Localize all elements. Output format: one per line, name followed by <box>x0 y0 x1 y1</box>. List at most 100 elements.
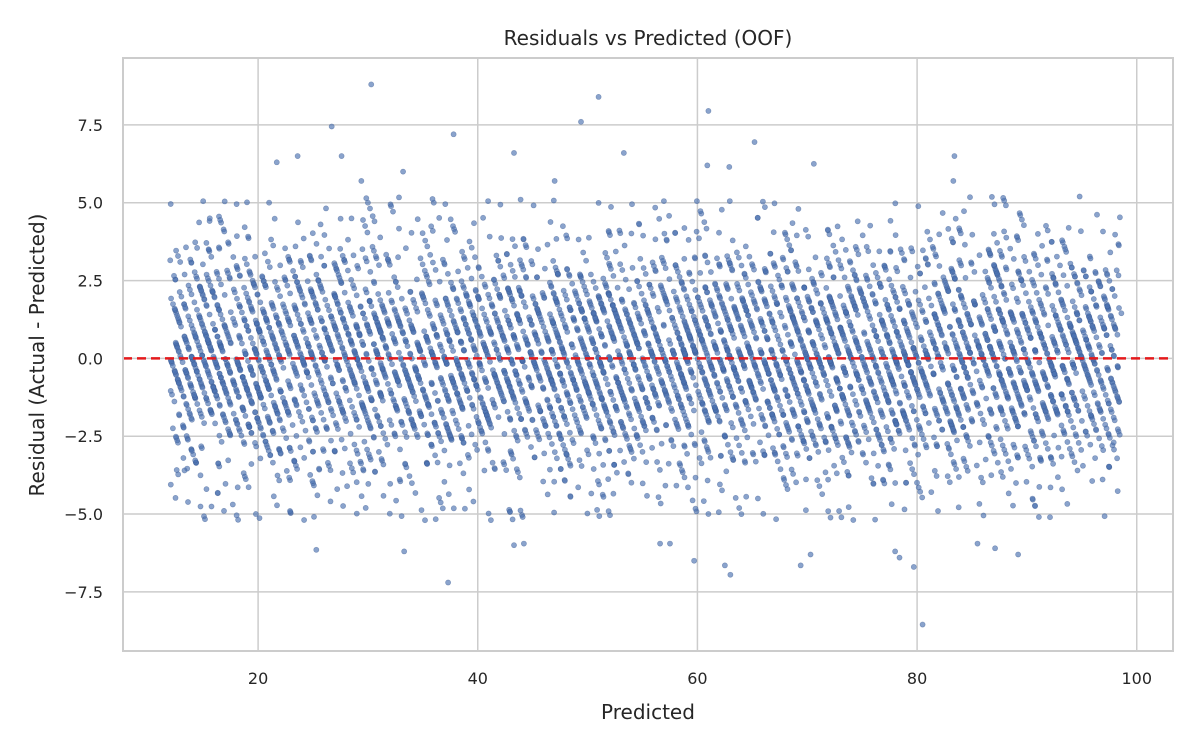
scatter-point <box>861 422 867 429</box>
scatter-point <box>235 516 241 523</box>
scatter-point <box>1007 245 1014 252</box>
scatter-point <box>608 265 614 272</box>
scatter-point <box>221 291 228 298</box>
scatter-point <box>738 449 745 456</box>
scatter-point <box>211 326 218 333</box>
scatter-point <box>372 315 379 322</box>
scatter-point <box>892 480 899 486</box>
scatter-point <box>1107 249 1114 256</box>
scatter-point <box>627 321 634 328</box>
scatter-point <box>363 414 370 420</box>
scatter-point <box>266 264 273 270</box>
scatter-point <box>792 382 798 389</box>
scatter-point <box>177 259 184 265</box>
scatter-point <box>749 323 755 329</box>
scatter-point <box>480 214 486 221</box>
scatter-point <box>636 408 643 415</box>
scatter-point <box>588 271 594 278</box>
scatter-point <box>548 346 555 353</box>
scatter-point <box>622 276 629 283</box>
scatter-point <box>382 435 389 442</box>
scatter-point <box>814 477 821 484</box>
scatter-point <box>926 295 932 302</box>
scatter-point <box>501 430 508 437</box>
scatter-point <box>313 332 319 339</box>
scatter-point <box>1071 395 1077 402</box>
scatter-point <box>795 299 802 306</box>
scatter-point <box>824 382 831 389</box>
scatter-point <box>293 432 300 439</box>
scatter-point <box>693 382 699 388</box>
scatter-point <box>914 324 920 331</box>
scatter-point <box>1029 495 1036 502</box>
scatter-point <box>740 361 747 368</box>
scatter-point <box>188 448 195 454</box>
scatter-point <box>578 430 584 437</box>
scatter-point <box>788 435 795 442</box>
scatter-point <box>301 517 307 523</box>
scatter-point <box>596 450 603 457</box>
scatter-point <box>831 432 838 438</box>
scatter-point <box>422 517 428 524</box>
scatter-point <box>1008 465 1014 472</box>
scatter-point <box>231 289 238 296</box>
scatter-point <box>581 315 588 322</box>
scatter-point <box>760 416 766 423</box>
scatter-point <box>569 280 576 287</box>
scatter-point <box>426 313 433 319</box>
scatter-point <box>542 265 548 272</box>
scatter-point <box>456 395 462 402</box>
scatter-point <box>948 451 954 458</box>
scatter-point <box>834 316 841 323</box>
scatter-point <box>859 450 866 456</box>
scatter-point <box>1054 253 1060 260</box>
scatter-point <box>606 291 612 298</box>
scatter-point <box>602 249 609 256</box>
scatter-point <box>993 298 999 305</box>
scatter-point <box>558 343 565 350</box>
scatter-point <box>460 470 467 477</box>
scatter-point <box>876 248 883 255</box>
scatter-point <box>698 429 705 435</box>
scatter-point <box>578 398 584 405</box>
scatter-point <box>743 493 750 500</box>
scatter-point <box>592 346 599 353</box>
scatter-point <box>421 328 428 335</box>
scatter-point <box>1013 480 1019 486</box>
scatter-point <box>949 332 956 338</box>
scatter-point <box>942 310 948 316</box>
scatter-point <box>950 301 956 308</box>
scatter-point <box>605 508 612 515</box>
scatter-point <box>760 510 767 517</box>
scatter-point <box>747 317 753 324</box>
scatter-point <box>1113 267 1120 274</box>
scatter-point <box>618 325 624 332</box>
scatter-point <box>419 261 426 268</box>
scatter-point <box>621 242 628 249</box>
scatter-point <box>720 365 726 372</box>
scatter-point <box>1087 255 1094 262</box>
scatter-point <box>203 239 210 246</box>
scatter-point <box>628 230 635 237</box>
scatter-point <box>872 516 878 523</box>
scatter-point <box>512 399 519 406</box>
scatter-point <box>210 320 216 327</box>
scatter-point <box>997 405 1004 412</box>
scatter-point <box>916 394 923 401</box>
scatter-point <box>362 286 369 293</box>
scatter-point <box>1003 296 1010 303</box>
scatter-point <box>742 397 749 404</box>
scatter-point <box>717 295 723 302</box>
scatter-point <box>913 416 920 423</box>
scatter-point <box>650 385 656 392</box>
scatter-point <box>971 268 978 275</box>
scatter-point <box>733 435 740 441</box>
scatter-point <box>750 420 757 427</box>
scatter-point <box>270 242 277 249</box>
scatter-point <box>837 325 844 332</box>
scatter-point <box>936 231 943 238</box>
scatter-point <box>869 290 876 297</box>
scatter-point <box>294 311 301 318</box>
scatter-point <box>498 235 505 241</box>
scatter-point <box>353 416 360 423</box>
